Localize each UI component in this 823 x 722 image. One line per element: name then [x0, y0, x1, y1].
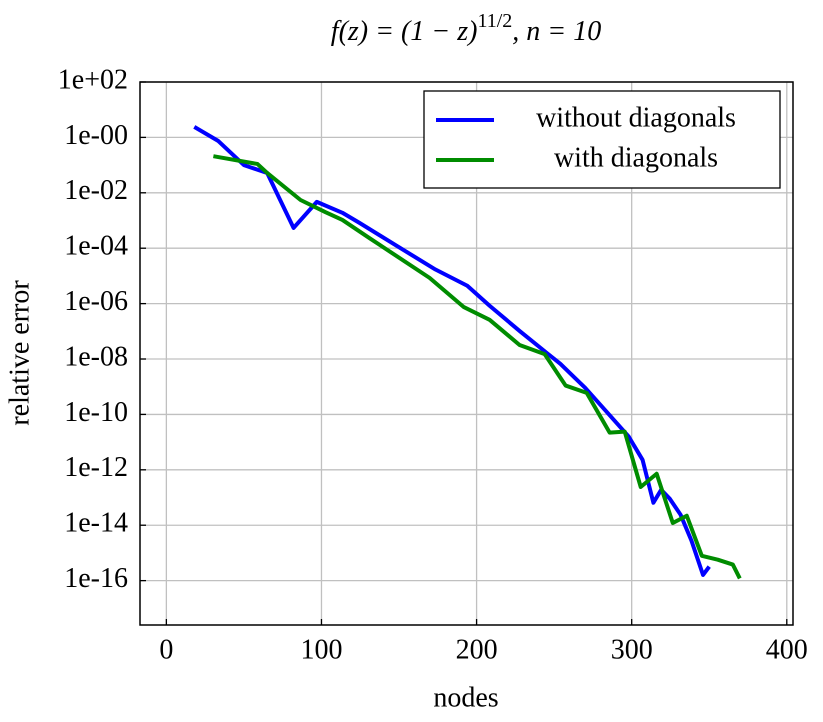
- legend-box: [423, 90, 781, 189]
- x-tick-label: 300: [611, 634, 653, 665]
- x-axis-label: nodes: [433, 682, 498, 713]
- title-exponent: 11/2: [477, 10, 512, 32]
- y-tick-label: 1e-02: [64, 175, 128, 206]
- y-tick-label: 1e-16: [64, 563, 128, 594]
- legend: without diagonals with diagonals: [423, 90, 781, 189]
- y-tick-label: 1e-08: [64, 341, 128, 372]
- series-line: [193, 125, 711, 577]
- title-base: f(z) = (1 − z): [331, 16, 478, 47]
- y-tick-label: 1e-10: [64, 397, 128, 428]
- y-tick-label: 1e+02: [58, 64, 128, 95]
- x-tick-label: 200: [456, 634, 498, 665]
- y-tick-label: 1e-14: [64, 508, 128, 539]
- y-tick-label: 1e-12: [64, 452, 128, 483]
- x-tick-label: 100: [300, 634, 342, 665]
- y-tick-label: 1e-06: [64, 286, 128, 317]
- legend-label: without diagonals: [536, 102, 736, 133]
- legend-label: with diagonals: [554, 142, 718, 173]
- y-tick-label: 1e-04: [64, 231, 128, 262]
- x-tick-label: 0: [159, 634, 173, 665]
- plot-frame: [139, 81, 794, 626]
- x-tick-label: 400: [766, 634, 808, 665]
- y-axis-label: relative error: [4, 280, 35, 426]
- chart-title: f(z) = (1 − z)11/2, n = 10: [331, 10, 601, 48]
- y-tick-label: 1e-00: [64, 120, 128, 151]
- title-rest: , n = 10: [512, 16, 601, 47]
- series-line: [213, 154, 742, 580]
